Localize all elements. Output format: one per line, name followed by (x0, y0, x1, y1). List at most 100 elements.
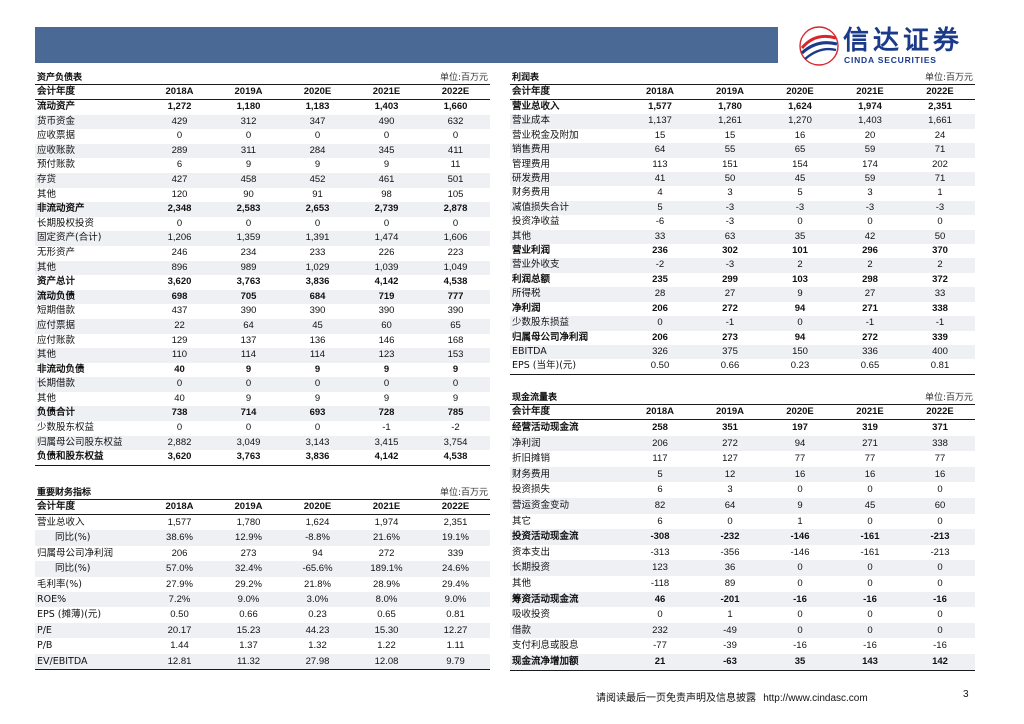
cell-value: 9 (314, 363, 321, 375)
cell-value: 32.4% (235, 563, 262, 575)
table-title: 重要财务指标 (37, 487, 92, 498)
row-label: 归属母公司股东权益 (37, 436, 123, 448)
cell-value: 21 (654, 655, 666, 667)
cell-value: 123 (378, 349, 395, 361)
cell-value: -3 (725, 216, 735, 228)
cell-value: -16 (863, 640, 877, 652)
cell-value: 59 (864, 144, 876, 156)
cell-value: 0 (176, 130, 183, 142)
cell-value: 27 (864, 288, 876, 300)
cell-value: 45 (864, 499, 876, 511)
table-row: 流动负债 698 705 684 719 777 (35, 289, 490, 305)
cell-value: 2,583 (236, 203, 261, 215)
website-link[interactable]: http://www.cindasc.com (763, 693, 868, 704)
row-label: 净利润 (512, 437, 541, 449)
cell-value: 60 (381, 319, 392, 331)
cell-value: -1 (725, 317, 735, 329)
cell-value: 271 (862, 302, 878, 314)
cell-value: -2 (451, 422, 460, 434)
cell-value: 4 (657, 187, 663, 199)
cell-value: 33 (934, 288, 946, 300)
cell-value: 719 (378, 290, 395, 302)
cell-value: 12.81 (167, 655, 192, 667)
row-label: 毛利率(%) (37, 578, 82, 590)
table-row: 减值损失合计 5 -3 -3 -3 -3 (510, 200, 975, 216)
table-row: 其他 -118 89 0 0 0 (510, 576, 975, 592)
cell-value: 143 (862, 655, 878, 667)
cell-value: 2,351 (443, 517, 468, 528)
cell-value: 89 (724, 577, 736, 589)
column-header-year: 2022E (441, 86, 470, 97)
cell-value: 3 (867, 187, 873, 199)
row-label: 资本支出 (512, 546, 551, 558)
row-label: P/B (37, 640, 53, 652)
cell-value: -1 (865, 317, 875, 329)
cell-value: 371 (932, 422, 948, 433)
cell-value: 114 (240, 349, 257, 361)
row-label: 其他 (37, 188, 57, 200)
logo-english-name: CINDA SECURITIES (844, 55, 937, 65)
row-label: 货币资金 (37, 115, 76, 127)
cell-value: 2 (867, 259, 873, 271)
cell-value: -63 (723, 655, 737, 667)
row-label: 归属母公司净利润 (512, 331, 589, 343)
cell-value: 272 (378, 547, 395, 559)
cell-value: 0 (867, 484, 873, 496)
cell-value: 50 (724, 173, 736, 185)
cell-value: 296 (862, 245, 878, 257)
cell-value: -1 (382, 422, 391, 434)
cell-value: 1,780 (236, 517, 261, 528)
footer-disclaimer: 请阅读最后一页免责声明及信息披露 http://www.cindasc.com (596, 689, 868, 704)
table-row: 销售费用 64 55 65 59 71 (510, 143, 975, 158)
table-row: 应付账款 129 137 136 146 168 (35, 334, 490, 349)
row-label: 其他 (512, 577, 532, 589)
cell-value: 299 (722, 273, 738, 285)
cell-value: 21.6% (373, 532, 400, 544)
cell-value: 684 (309, 290, 326, 302)
table-row: 营业税金及附加 15 15 16 20 24 (510, 129, 975, 143)
cell-value: 0 (452, 217, 459, 229)
cell-value: 0 (797, 484, 803, 496)
row-label: 支付利息或股息 (512, 640, 579, 652)
cell-value: 4,538 (443, 276, 468, 288)
cell-value: 197 (792, 422, 808, 433)
cinda-logo-icon (799, 26, 839, 66)
cell-value: 233 (309, 246, 326, 258)
cell-value: 289 (171, 144, 188, 156)
cell-value: 3 (727, 187, 733, 199)
cell-value: -6 (655, 216, 665, 228)
cell-value: 15 (724, 129, 736, 141)
table-row: P/B 1.44 1.37 1.32 1.22 1.11 (35, 638, 490, 653)
cell-value: 3,763 (236, 276, 261, 288)
table-row: 投资损失 6 3 0 0 0 (510, 482, 975, 498)
cell-value: 20 (864, 129, 876, 141)
cell-value: 234 (240, 246, 257, 258)
column-header-year: 2019A (716, 86, 744, 97)
row-label: 研发费用 (512, 173, 551, 185)
cell-value: 94 (312, 547, 323, 559)
cell-value: 347 (309, 115, 326, 127)
cell-value: 312 (240, 115, 257, 127)
cell-value: -1 (935, 317, 945, 329)
cell-value: 77 (864, 453, 876, 465)
cell-value: 59 (864, 173, 876, 185)
cell-value: 45 (794, 173, 806, 185)
cell-value: 5 (657, 201, 663, 213)
row-label: 流动负债 (37, 290, 76, 302)
table-row: 筹资活动现金流 46 -201 -16 -16 -16 (510, 591, 975, 608)
cell-value: -201 (720, 593, 740, 605)
cell-value: 8.0% (375, 594, 398, 606)
cell-value: 1.32 (308, 640, 327, 652)
cell-value: 40 (174, 363, 185, 375)
cell-value: 1 (937, 187, 943, 199)
income-statement-grid: 会计年度 2018A 2019A 2020E 2021E 2022E 营业总收入 1,577 1… (510, 84, 975, 375)
cell-value: 28 (654, 288, 666, 300)
cell-value: 50 (934, 230, 946, 242)
table-row: 同比(%) 38.6% 12.9% -8.8% 21.6% 19.1% (35, 530, 490, 546)
cell-value: 1.44 (170, 640, 189, 652)
row-label: 筹资活动现金流 (512, 593, 579, 605)
cell-value: 1,049 (443, 261, 468, 273)
cell-value: -313 (650, 546, 670, 558)
cell-value: -232 (720, 531, 740, 543)
cell-value: 35 (794, 230, 806, 242)
